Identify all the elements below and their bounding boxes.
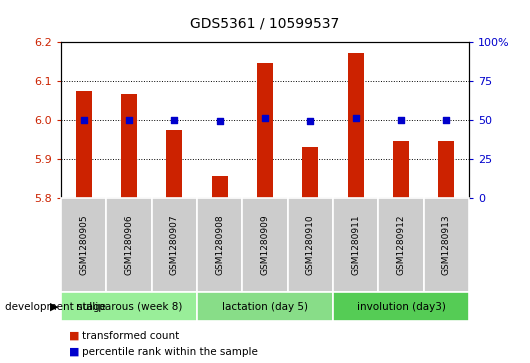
Bar xyxy=(211,176,227,198)
Point xyxy=(215,118,224,124)
Text: ■: ■ xyxy=(69,347,80,357)
Bar xyxy=(303,147,319,198)
Bar xyxy=(348,53,364,198)
Text: GSM1280911: GSM1280911 xyxy=(351,215,360,276)
Text: percentile rank within the sample: percentile rank within the sample xyxy=(82,347,258,357)
Text: GSM1280906: GSM1280906 xyxy=(125,215,134,276)
Point xyxy=(170,117,179,123)
Point xyxy=(261,115,269,121)
Text: lactation (day 5): lactation (day 5) xyxy=(222,302,308,312)
Point xyxy=(125,117,133,123)
Text: GSM1280905: GSM1280905 xyxy=(79,215,88,276)
Text: GSM1280913: GSM1280913 xyxy=(442,215,451,276)
Text: transformed count: transformed count xyxy=(82,331,179,341)
Text: GSM1280910: GSM1280910 xyxy=(306,215,315,276)
Point xyxy=(351,115,360,121)
Text: development stage: development stage xyxy=(5,302,107,312)
Point xyxy=(80,117,88,123)
Bar xyxy=(121,94,137,198)
Bar xyxy=(438,141,454,198)
Bar xyxy=(257,63,273,198)
Bar xyxy=(166,130,182,198)
Text: nulliparous (week 8): nulliparous (week 8) xyxy=(76,302,182,312)
Text: involution (day3): involution (day3) xyxy=(357,302,446,312)
Text: GSM1280912: GSM1280912 xyxy=(396,215,405,275)
Point xyxy=(306,118,315,124)
Point xyxy=(442,117,450,123)
Text: GDS5361 / 10599537: GDS5361 / 10599537 xyxy=(190,17,340,30)
Text: GSM1280909: GSM1280909 xyxy=(261,215,269,276)
Point xyxy=(397,117,405,123)
Text: GSM1280908: GSM1280908 xyxy=(215,215,224,276)
Bar xyxy=(393,141,409,198)
Bar xyxy=(76,90,92,198)
Text: ■: ■ xyxy=(69,331,80,341)
Text: GSM1280907: GSM1280907 xyxy=(170,215,179,276)
Text: ▶: ▶ xyxy=(50,302,58,312)
